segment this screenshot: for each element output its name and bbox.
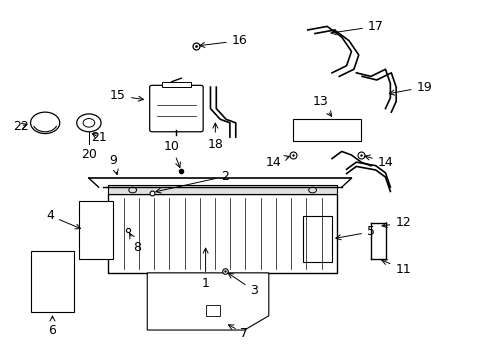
Bar [292, 119, 361, 141]
Text: 18: 18 [207, 123, 223, 151]
Bar [30, 251, 74, 312]
Bar [205, 305, 220, 316]
Text: 5: 5 [335, 225, 374, 240]
FancyBboxPatch shape [149, 85, 203, 132]
Text: 8: 8 [129, 233, 141, 255]
Text: 14: 14 [364, 155, 392, 168]
Text: 4: 4 [46, 209, 81, 229]
Text: 3: 3 [228, 273, 258, 297]
Text: 16: 16 [199, 34, 247, 48]
Text: 17: 17 [330, 20, 383, 35]
Text: 7: 7 [228, 325, 248, 340]
Text: 14: 14 [265, 156, 289, 168]
Text: 11: 11 [381, 260, 410, 276]
Text: 19: 19 [388, 81, 431, 95]
Bar [79, 202, 113, 258]
Text: 21: 21 [91, 131, 106, 144]
Text: 20: 20 [81, 148, 97, 161]
Text: 9: 9 [109, 154, 118, 175]
Text: 1: 1 [201, 248, 209, 290]
Bar [108, 185, 336, 194]
Text: 12: 12 [381, 216, 410, 229]
Text: 6: 6 [48, 316, 56, 337]
Bar [302, 216, 331, 262]
Polygon shape [147, 273, 268, 330]
Text: 15: 15 [110, 89, 143, 102]
Text: 13: 13 [312, 95, 331, 116]
Text: 22: 22 [13, 120, 29, 133]
Bar [108, 194, 336, 273]
Text: 10: 10 [163, 140, 180, 167]
Bar [162, 82, 191, 87]
Text: 2: 2 [156, 170, 228, 193]
